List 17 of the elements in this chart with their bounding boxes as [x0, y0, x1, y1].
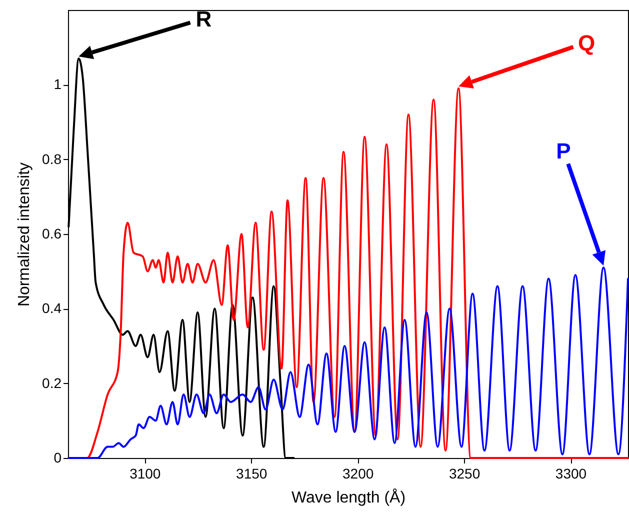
y-tick-label: 0.2: [42, 374, 62, 391]
x-tick-label: 3200: [342, 466, 374, 482]
text: P: [556, 138, 571, 164]
x-tick-label: 3300: [555, 466, 587, 482]
y-tick-label: 1: [54, 76, 62, 92]
text: Q: [578, 30, 596, 56]
x-axis-title: Wave length (Å): [291, 488, 406, 506]
x-tick-label: 3150: [236, 466, 268, 482]
y-tick-label: 0.8: [42, 150, 62, 167]
line-series: [68, 266, 629, 459]
y-tick-label: 0.6: [42, 226, 62, 242]
y-tick-label: 0: [54, 450, 62, 466]
x-tick-label: 3100: [130, 466, 161, 482]
x-tick-label: 3250: [448, 466, 480, 482]
y-tick-label: 0.4: [42, 300, 62, 316]
y-axis-title: Normalized intensity: [16, 162, 34, 307]
text: R: [196, 6, 212, 32]
